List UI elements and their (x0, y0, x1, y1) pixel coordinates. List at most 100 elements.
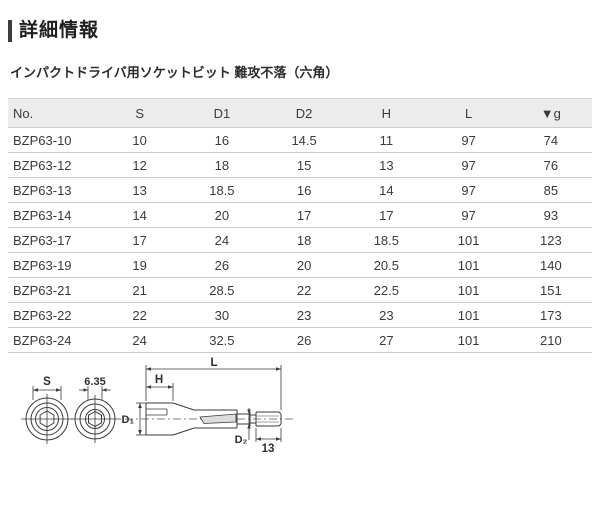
accent-bar (8, 19, 12, 42)
spec-value-cell: 74 (509, 127, 592, 153)
spec-value-cell: 123 (509, 227, 592, 253)
dimension-diagram: S 6.35 L H D₁ D₂ 13 (0, 356, 600, 483)
table-row: BZP63-21 21 28.5 22 22.5 101 151 (8, 277, 592, 303)
product-name: インパクトドライバ用ソケットビット 難攻不落（六角） (10, 65, 339, 80)
table-row: BZP63-14 14 20 17 17 97 93 (8, 202, 592, 228)
spec-value-cell: 93 (509, 202, 592, 228)
page-title: 詳細情報 (19, 20, 100, 41)
spec-value-cell: 18 (263, 227, 346, 253)
spec-value-cell: 140 (509, 252, 592, 278)
dim-label-shank: 13 (262, 443, 275, 455)
part-number-cell: BZP63-19 (8, 252, 99, 278)
sleeve-band (199, 413, 237, 424)
spec-value-cell: 97 (427, 202, 510, 228)
spec-value-cell: 17 (263, 202, 346, 228)
hex-drive-opening (88, 410, 102, 428)
spec-value-cell: 26 (263, 327, 346, 353)
part-number-cell: BZP63-10 (8, 127, 99, 153)
spec-value-cell: 17 (98, 227, 181, 253)
spec-table: No. S D1 D2 H L ▼g BZP63-10 10 16 14.5 11 97 74 BZP63… (8, 98, 592, 353)
spec-value-cell: 12 (98, 152, 181, 178)
column-header: S (98, 98, 181, 128)
table-row: BZP63-22 22 30 23 23 101 173 (8, 302, 592, 328)
spec-value-cell: 18.5 (345, 227, 428, 253)
column-header: D1 (180, 98, 263, 128)
spec-value-cell: 20 (263, 252, 346, 278)
column-header: L (427, 98, 510, 128)
spec-value-cell: 16 (263, 177, 346, 203)
table-row: BZP63-24 24 32.5 26 27 101 210 (8, 327, 592, 353)
spec-value-cell: 22 (98, 302, 181, 328)
dim-label-d2: D₂ (235, 434, 248, 446)
spec-value-cell: 76 (509, 152, 592, 178)
spec-value-cell: 101 (427, 302, 510, 328)
part-number-cell: BZP63-17 (8, 227, 99, 253)
spec-value-cell: 10 (98, 127, 181, 153)
side-view (125, 365, 296, 442)
part-number-cell: BZP63-22 (8, 302, 99, 328)
spec-value-cell: 16 (180, 127, 263, 153)
spec-value-cell: 14 (98, 202, 181, 228)
dim-label-h: H (155, 374, 163, 386)
spec-value-cell: 13 (98, 177, 181, 203)
spec-value-cell: 28.5 (180, 277, 263, 303)
spec-value-cell: 97 (427, 152, 510, 178)
spec-value-cell: 14 (345, 177, 428, 203)
table-row: BZP63-17 17 24 18 18.5 101 123 (8, 227, 592, 253)
spec-value-cell: 24 (180, 227, 263, 253)
part-number-cell: BZP63-12 (8, 152, 99, 178)
end-view-socket (21, 386, 73, 444)
part-number-cell: BZP63-24 (8, 327, 99, 353)
spec-value-cell: 22.5 (345, 277, 428, 303)
section-header: 詳細情報 (8, 19, 592, 42)
table-row: BZP63-13 13 18.5 16 14 97 85 (8, 177, 592, 203)
dim-label-d1: D₁ (122, 414, 135, 426)
spec-value-cell: 15 (263, 152, 346, 178)
spec-value-cell: 24 (98, 327, 181, 353)
spec-value-cell: 20.5 (345, 252, 428, 278)
spec-value-cell: 210 (509, 327, 592, 353)
spec-value-cell: 97 (427, 127, 510, 153)
spec-value-cell: 18.5 (180, 177, 263, 203)
spec-value-cell: 97 (427, 177, 510, 203)
spec-value-cell: 17 (345, 202, 428, 228)
spec-value-cell: 18 (180, 152, 263, 178)
dim-label-hex-drive: 6.35 (84, 376, 105, 388)
dim-label-s: S (43, 376, 51, 388)
spec-value-cell: 26 (180, 252, 263, 278)
spec-value-cell: 22 (263, 277, 346, 303)
spec-value-cell: 101 (427, 252, 510, 278)
spec-value-cell: 32.5 (180, 327, 263, 353)
spec-value-cell: 101 (427, 327, 510, 353)
column-header: D2 (263, 98, 346, 128)
spec-value-cell: 20 (180, 202, 263, 228)
spec-value-cell: 30 (180, 302, 263, 328)
table-row: BZP63-10 10 16 14.5 11 97 74 (8, 127, 592, 153)
spec-value-cell: 151 (509, 277, 592, 303)
socket-bit-drawing: S 6.35 L H D₁ D₂ 13 (21, 357, 296, 455)
column-header: No. (8, 98, 99, 128)
spec-value-cell: 21 (98, 277, 181, 303)
spec-value-cell: 101 (427, 227, 510, 253)
hex-opening (39, 410, 55, 428)
part-number-cell: BZP63-13 (8, 177, 99, 203)
table-row: BZP63-12 12 18 15 13 97 76 (8, 152, 592, 178)
spec-table-container: No. S D1 D2 H L ▼g BZP63-10 10 16 14.5 11 97 74 BZP63… (8, 98, 592, 353)
end-view-hex-drive (71, 386, 121, 443)
column-header: H (345, 98, 428, 128)
spec-value-cell: 14.5 (263, 127, 346, 153)
spec-value-cell: 11 (345, 127, 428, 153)
spec-value-cell: 19 (98, 252, 181, 278)
column-header: ▼g (509, 98, 592, 128)
spec-table-body: BZP63-10 10 16 14.5 11 97 74 BZP63-12 12 18 15 13 97… (8, 127, 592, 353)
spec-value-cell: 85 (509, 177, 592, 203)
spec-value-cell: 173 (509, 302, 592, 328)
spec-value-cell: 23 (263, 302, 346, 328)
spec-value-cell: 13 (345, 152, 428, 178)
part-number-cell: BZP63-14 (8, 202, 99, 228)
spec-value-cell: 101 (427, 277, 510, 303)
part-number-cell: BZP63-21 (8, 277, 99, 303)
dim-label-l: L (210, 357, 217, 369)
spec-value-cell: 23 (345, 302, 428, 328)
table-row: BZP63-19 19 26 20 20.5 101 140 (8, 252, 592, 278)
